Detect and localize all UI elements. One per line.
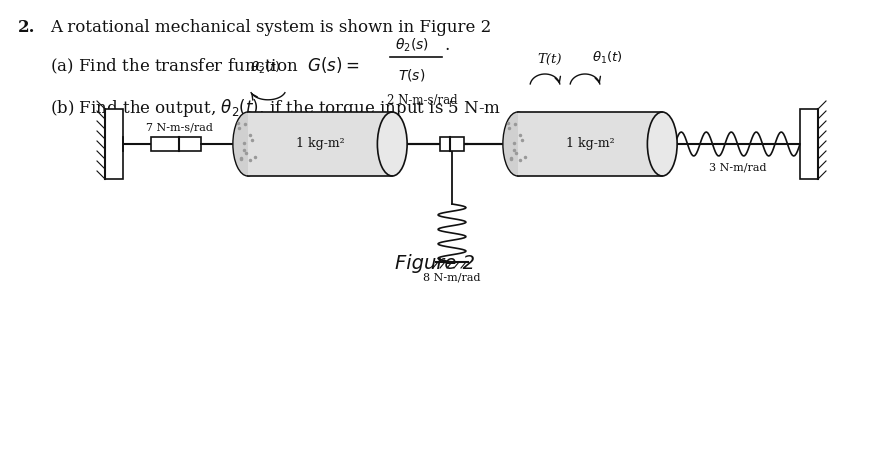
Text: 1 kg-m²: 1 kg-m² [295, 137, 344, 150]
Polygon shape [105, 109, 123, 179]
Text: A rotational mechanical system is shown in Figure 2: A rotational mechanical system is shown … [50, 19, 491, 36]
Text: $\theta_2(t)$: $\theta_2(t)$ [250, 60, 280, 76]
Text: $\theta_1(t)$: $\theta_1(t)$ [591, 50, 623, 66]
Text: $\theta_2(s)$: $\theta_2(s)$ [395, 37, 429, 54]
Text: $T(s)$: $T(s)$ [398, 67, 425, 83]
Text: 2.: 2. [18, 19, 36, 36]
Text: 3 N-m/rad: 3 N-m/rad [709, 162, 766, 172]
Polygon shape [800, 109, 818, 179]
Text: 8 N-m/rad: 8 N-m/rad [423, 272, 481, 282]
Polygon shape [517, 112, 662, 176]
Ellipse shape [647, 112, 677, 176]
Ellipse shape [377, 112, 407, 176]
Text: (b) Find the output, $\theta_2(t)$, if the torque input is 5 N-m: (b) Find the output, $\theta_2(t)$, if t… [50, 97, 501, 119]
Polygon shape [247, 112, 392, 176]
Text: 7 N-m-s/rad: 7 N-m-s/rad [145, 123, 213, 133]
Ellipse shape [503, 112, 533, 176]
Ellipse shape [233, 112, 263, 176]
Text: 1 kg-m²: 1 kg-m² [565, 137, 614, 150]
Text: (a) Find the transfer function  $G(s)=$: (a) Find the transfer function $G(s)=$ [50, 56, 359, 76]
Polygon shape [151, 137, 201, 151]
Text: Figure 2: Figure 2 [395, 254, 475, 273]
Polygon shape [440, 137, 464, 151]
Text: 2 N-m-s/rad: 2 N-m-s/rad [387, 94, 457, 107]
Text: T(t): T(t) [537, 53, 563, 66]
Text: .: . [444, 37, 449, 54]
